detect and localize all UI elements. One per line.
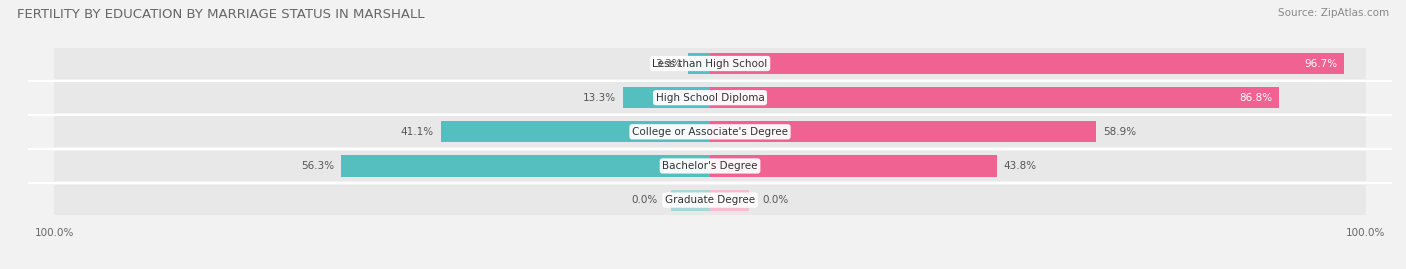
Text: 86.8%: 86.8% <box>1240 93 1272 103</box>
Text: 3.3%: 3.3% <box>655 59 682 69</box>
Bar <box>55 151 1365 181</box>
Bar <box>55 185 1365 215</box>
Bar <box>689 53 710 74</box>
Text: Less than High School: Less than High School <box>652 59 768 69</box>
Text: 13.3%: 13.3% <box>583 93 616 103</box>
Text: 43.8%: 43.8% <box>1004 161 1036 171</box>
Text: Source: ZipAtlas.com: Source: ZipAtlas.com <box>1278 8 1389 18</box>
Text: 41.1%: 41.1% <box>401 127 434 137</box>
Bar <box>440 121 710 142</box>
Bar <box>55 82 1365 113</box>
Text: High School Diploma: High School Diploma <box>655 93 765 103</box>
Bar <box>55 48 1365 79</box>
Bar <box>710 53 1344 74</box>
Bar <box>710 189 749 211</box>
Text: 58.9%: 58.9% <box>1102 127 1136 137</box>
Bar <box>340 155 710 176</box>
Text: 0.0%: 0.0% <box>631 195 658 205</box>
Bar <box>623 87 710 108</box>
Text: College or Associate's Degree: College or Associate's Degree <box>633 127 787 137</box>
Text: Graduate Degree: Graduate Degree <box>665 195 755 205</box>
Text: 56.3%: 56.3% <box>301 161 335 171</box>
Text: FERTILITY BY EDUCATION BY MARRIAGE STATUS IN MARSHALL: FERTILITY BY EDUCATION BY MARRIAGE STATU… <box>17 8 425 21</box>
Text: 96.7%: 96.7% <box>1305 59 1337 69</box>
Text: 0.0%: 0.0% <box>762 195 789 205</box>
Bar <box>710 121 1097 142</box>
Text: Bachelor's Degree: Bachelor's Degree <box>662 161 758 171</box>
Bar <box>710 87 1279 108</box>
Bar <box>710 155 997 176</box>
Bar <box>55 116 1365 147</box>
Bar <box>671 189 710 211</box>
